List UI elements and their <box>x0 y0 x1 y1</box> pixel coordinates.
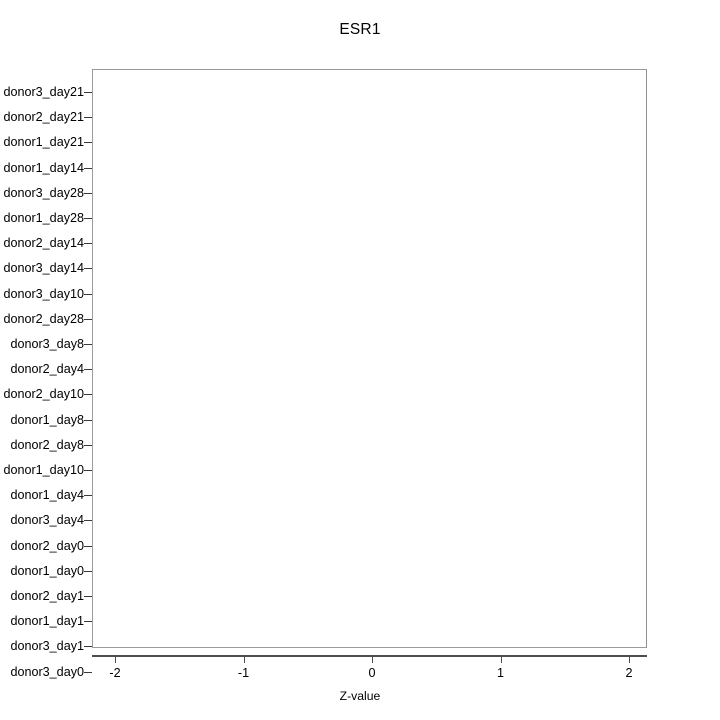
y-axis-label: donor2_day28 <box>3 311 84 326</box>
y-axis-label: donor2_day8 <box>10 437 84 452</box>
y-axis-label: donor2_day10 <box>3 387 84 402</box>
y-axis-tick <box>84 470 92 471</box>
x-axis-title: Z-value <box>339 689 381 703</box>
y-axis-label: donor1_day28 <box>3 211 84 225</box>
y-axis-ticks <box>0 69 92 673</box>
y-axis-label: donor3_day21 <box>3 85 84 99</box>
y-axis-tick <box>84 621 92 623</box>
y-axis-tick <box>84 318 92 320</box>
x-axis-tick-label: 1 <box>496 666 505 680</box>
y-axis-label: donor3_day14 <box>3 261 84 276</box>
y-axis-label: donor2_day4 <box>10 362 84 377</box>
y-axis-label: donor1_day4 <box>10 488 84 503</box>
y-axis-label: donor1_day21 <box>3 135 84 150</box>
y-axis-tick <box>84 646 92 648</box>
y-axis-label: donor1_day10 <box>3 463 84 477</box>
y-axis-tick <box>84 419 92 421</box>
y-axis-tick <box>84 167 92 169</box>
y-axis-label: donor2_day0 <box>10 538 84 553</box>
y-axis-tick <box>84 243 92 245</box>
y-axis-tick <box>84 495 92 497</box>
x-axis-tick <box>629 655 630 663</box>
y-axis-tick <box>84 218 92 219</box>
y-axis-tick <box>84 192 92 194</box>
plot-border <box>92 69 647 648</box>
y-axis-tick <box>84 344 92 345</box>
y-axis-label: donor2_day14 <box>3 236 84 251</box>
y-axis-label: donor3_day0 <box>10 664 84 679</box>
y-axis-tick <box>84 268 92 270</box>
y-axis-tick <box>84 545 92 547</box>
x-axis-tick-label: -2 <box>109 666 121 680</box>
y-axis-tick <box>84 92 92 93</box>
x-axis-tick <box>372 655 373 663</box>
y-axis-label: donor1_day14 <box>3 160 84 175</box>
y-axis-tick <box>84 293 92 295</box>
y-axis-label: donor1_day8 <box>10 412 84 427</box>
x-axis-line <box>92 655 647 657</box>
x-axis-tick <box>115 655 116 663</box>
x-axis-tick <box>500 655 502 663</box>
y-axis-label: donor2_day1 <box>10 589 84 603</box>
y-axis-tick <box>84 520 92 522</box>
y-axis-label: donor3_day8 <box>10 337 84 351</box>
y-axis-label: donor3_day28 <box>3 185 84 200</box>
x-axis-tick-label: 0 <box>368 666 376 680</box>
y-axis-label: donor2_day21 <box>3 110 84 125</box>
x-axis-tick-label: 2 <box>625 666 633 680</box>
y-axis-tick <box>84 671 92 673</box>
x-axis-tick-label: -1 <box>237 666 250 680</box>
y-axis-label: donor3_day10 <box>3 286 84 301</box>
y-axis-label: donor1_day1 <box>10 614 84 629</box>
chart-title: ESR1 <box>339 21 381 38</box>
x-axis-tick <box>243 655 245 663</box>
y-axis-label: donor3_day4 <box>10 513 84 528</box>
y-axis-tick <box>84 142 92 144</box>
y-axis-tick <box>84 117 92 119</box>
y-axis-tick <box>84 570 92 572</box>
y-axis-tick <box>84 394 92 396</box>
y-axis-tick <box>84 596 92 597</box>
y-axis-label: donor3_day1 <box>10 639 84 654</box>
y-axis-tick <box>84 444 92 446</box>
y-axis-label: donor1_day0 <box>10 563 84 578</box>
y-axis-tick <box>84 369 92 371</box>
